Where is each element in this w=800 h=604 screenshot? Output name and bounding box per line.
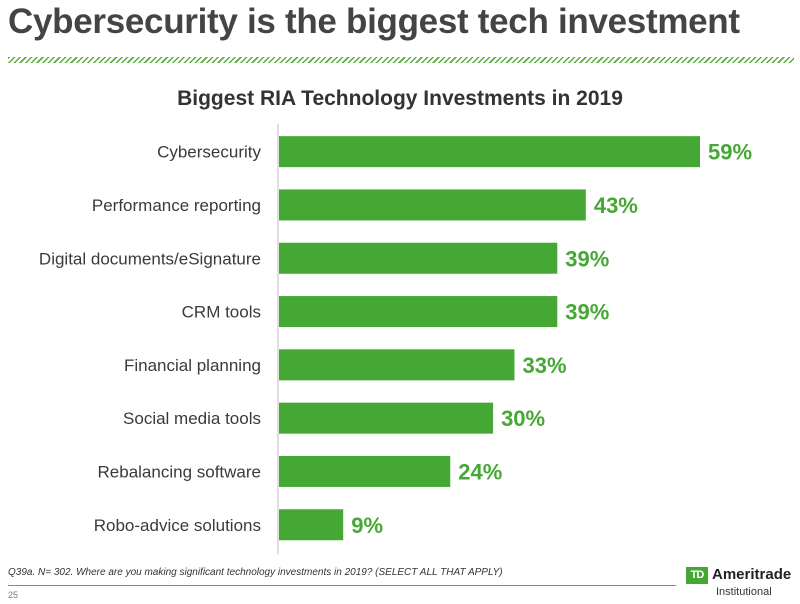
td-logo-mark: TD: [686, 567, 708, 584]
bar-digital-documents-esignature: [279, 242, 558, 274]
footer-divider: [8, 585, 676, 586]
value-label: 30%: [501, 406, 545, 431]
value-label: 39%: [565, 246, 609, 271]
value-label: 59%: [708, 140, 752, 165]
category-label: Performance reporting: [92, 196, 261, 215]
value-label: 39%: [565, 300, 609, 325]
page-number: 25: [8, 590, 19, 600]
bar-rebalancing-software: [279, 455, 451, 487]
category-label: Cybersecurity: [157, 143, 261, 162]
logo-subtitle: Institutional: [716, 586, 772, 598]
bar-robo-advice-solutions: [279, 509, 344, 541]
bar-crm-tools: [279, 296, 558, 328]
category-label: Robo-advice solutions: [94, 516, 261, 535]
td-ameritrade-logo: TD Ameritrade Institutional: [686, 566, 798, 602]
slide-title: Cybersecurity is the biggest tech invest…: [8, 2, 740, 41]
title-underline: [8, 57, 794, 63]
value-label: 43%: [594, 193, 638, 218]
logo-name: Ameritrade: [712, 566, 792, 583]
bar-performance-reporting: [279, 189, 586, 221]
category-label-group: Cybersecurity Performance reporting Digita…: [39, 143, 262, 535]
category-label: Digital documents/eSignature: [39, 249, 261, 268]
bar-financial-planning: [279, 349, 515, 381]
category-label: Social media tools: [123, 409, 261, 428]
bar-chart: Cybersecurity Performance reporting Digita…: [39, 124, 752, 555]
value-label: 33%: [522, 353, 566, 378]
bar-cybersecurity: [279, 136, 700, 168]
category-label: Financial planning: [124, 356, 261, 375]
category-label: CRM tools: [182, 303, 261, 322]
value-label-group: 59% 43% 39% 39% 33% 30% 24% 9%: [351, 140, 752, 538]
category-label: Rebalancing software: [98, 462, 261, 481]
value-label: 9%: [351, 513, 383, 538]
value-label: 24%: [458, 459, 502, 484]
bar-group: [279, 136, 700, 541]
survey-footnote: Q39a. N= 302. Where are you making signi…: [8, 567, 503, 578]
bar-social-media-tools: [279, 402, 494, 434]
chart-title: Biggest RIA Technology Investments in 20…: [177, 87, 623, 110]
